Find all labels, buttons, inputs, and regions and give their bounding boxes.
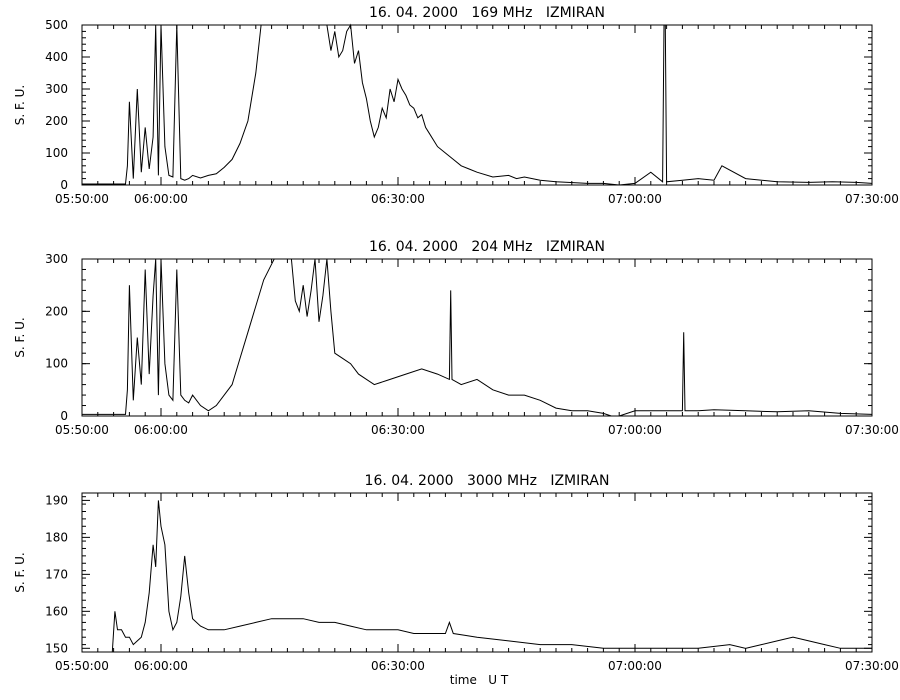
x-tick-label: 07:30:00 — [845, 192, 899, 206]
y-tick-label: 300 — [45, 82, 68, 96]
x-tick-label: 06:30:00 — [371, 659, 425, 673]
plot-frame-3000 — [81, 492, 873, 653]
plot-frame-204 — [81, 258, 873, 417]
series-line-204 — [82, 258, 873, 417]
y-tick-label: 400 — [45, 50, 68, 64]
y-tick-label: 200 — [45, 114, 68, 128]
y-tick-label: 300 — [45, 252, 68, 266]
x-tick-label: 05:50:00 — [55, 192, 109, 206]
x-tick-label: 07:00:00 — [608, 192, 662, 206]
y-tick-label: 150 — [45, 641, 68, 655]
x-tick-label: 07:00:00 — [608, 659, 662, 673]
y-tick-label: 200 — [45, 304, 68, 318]
x-axis-label: time U T — [450, 673, 509, 687]
x-tick-label: 05:50:00 — [55, 423, 109, 437]
x-tick-label: 06:00:00 — [134, 659, 188, 673]
panel-204mhz: 16. 04. 2000 204 MHz IZMIRAN S. F. U. 0 100… — [13, 239, 899, 437]
series-line-169 — [82, 23, 873, 186]
x-tick-label: 06:00:00 — [134, 423, 188, 437]
y-tick-label: 500 — [45, 18, 68, 32]
x-tick-label: 06:30:00 — [371, 192, 425, 206]
x-tick-label: 07:30:00 — [845, 423, 899, 437]
y-tick-label: 0 — [60, 178, 68, 192]
y-tick-label: 160 — [45, 604, 68, 618]
y-tick-label: 170 — [45, 567, 68, 581]
plot-frame-169 — [81, 24, 873, 186]
y-axis-label: S. F. U. — [13, 552, 27, 592]
x-tick-label: 05:50:00 — [55, 659, 109, 673]
panel-3000mhz: 16. 04. 2000 3000 MHz IZMIRAN S. F. U. tim… — [13, 473, 899, 687]
panel-169mhz: 16. 04. 2000 169 MHz IZMIRAN S. F. U. 0 100… — [13, 5, 899, 206]
y-axis-label: S. F. U. — [13, 85, 27, 125]
y-tick-label: 100 — [45, 357, 68, 371]
y-tick-label: 180 — [45, 530, 68, 544]
y-tick-label: 0 — [60, 409, 68, 423]
y-tick-label: 100 — [45, 146, 68, 160]
x-tick-label: 06:00:00 — [134, 192, 188, 206]
x-tick-label: 07:00:00 — [608, 423, 662, 437]
panel-title: 16. 04. 2000 169 MHz IZMIRAN — [369, 5, 605, 21]
x-tick-label: 06:30:00 — [371, 423, 425, 437]
panel-title: 16. 04. 2000 3000 MHz IZMIRAN — [365, 473, 610, 489]
y-tick-label: 190 — [45, 493, 68, 507]
panel-title: 16. 04. 2000 204 MHz IZMIRAN — [369, 239, 605, 255]
x-tick-label: 07:30:00 — [845, 659, 899, 673]
series-line-3000 — [82, 500, 872, 653]
y-axis-label: S. F. U. — [13, 317, 27, 357]
